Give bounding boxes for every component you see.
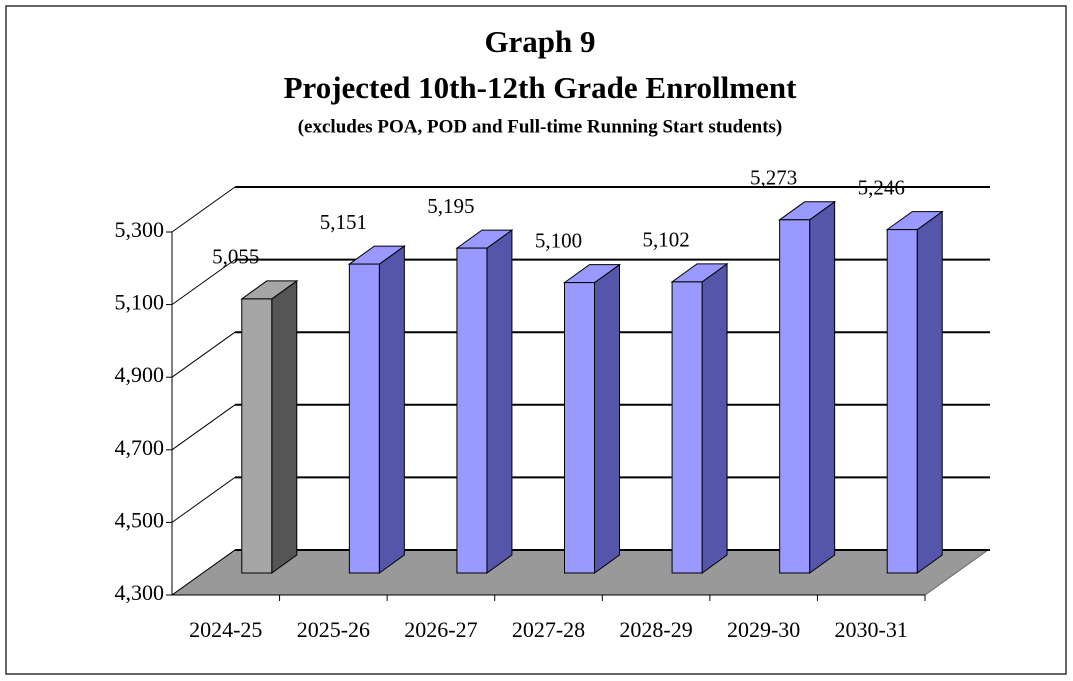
x-tick-label: 2027-28 (512, 617, 585, 642)
chart-note: (excludes POA, POD and Full-time Running… (298, 116, 783, 137)
x-tick-label: 2028-29 (619, 617, 692, 642)
bar-side (594, 263, 620, 574)
bar (348, 263, 380, 574)
bar-side (486, 229, 513, 574)
y-tick-label: 5,100 (115, 290, 165, 315)
side-grid-line (171, 259, 236, 306)
bar-side (701, 262, 728, 574)
x-tick-label: 2025-26 (297, 617, 370, 642)
bar (241, 298, 273, 574)
x-tick-label: 2024-25 (189, 617, 262, 642)
bar (779, 219, 811, 574)
y-tick-label: 4,500 (115, 507, 165, 532)
y-tick-label: 4,700 (115, 435, 165, 460)
bar (886, 229, 918, 574)
value-label: 5,246 (858, 175, 905, 199)
y-tick-label: 5,300 (115, 217, 165, 242)
value-label: 5,273 (750, 166, 797, 190)
value-label: 5,102 (642, 228, 689, 252)
value-label: 5,151 (320, 210, 367, 234)
bar-side (916, 210, 943, 574)
value-label: 5,195 (427, 194, 474, 218)
side-grid-line (171, 186, 236, 233)
bar (456, 247, 488, 574)
chart-subtitle: Projected 10th-12th Grade Enrollment (284, 70, 798, 105)
x-tick-label: 2029-30 (727, 617, 800, 642)
chart-title: Graph 9 (484, 24, 595, 59)
y-tick-label: 4,300 (115, 580, 165, 605)
bar-side (271, 279, 298, 574)
side-grid-line (171, 549, 236, 596)
bar (671, 281, 703, 574)
value-label: 5,100 (535, 228, 582, 252)
side-grid-line (171, 331, 236, 378)
side-grid-line (171, 404, 236, 451)
value-label: 5,055 (212, 245, 259, 269)
bar-side (378, 245, 405, 574)
bar-side (809, 200, 836, 574)
side-grid-line (171, 476, 236, 523)
x-tick-label: 2026-27 (404, 617, 477, 642)
bar (564, 282, 595, 574)
x-tick-label: 2030-31 (835, 617, 908, 642)
y-tick-label: 4,900 (115, 362, 165, 387)
